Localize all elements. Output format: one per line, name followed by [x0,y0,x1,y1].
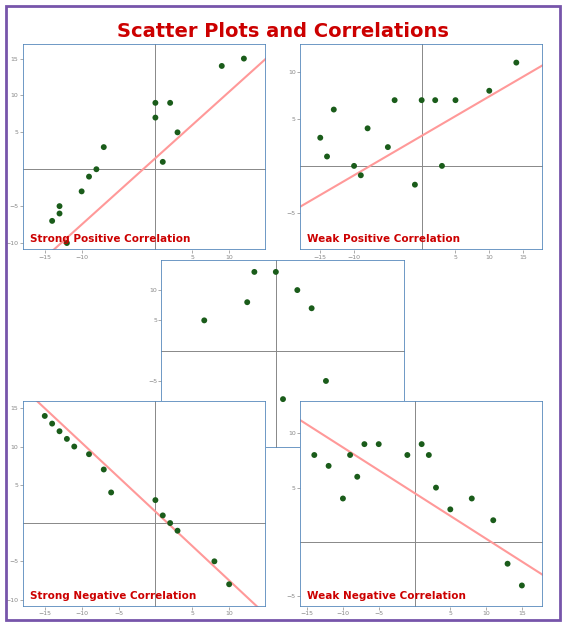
Point [353,472,362,482]
Point [158,157,168,167]
Bar [161,260,405,448]
Point [62,238,71,248]
Point [151,98,160,108]
Point [166,98,175,108]
Point [468,493,477,503]
Point [225,579,234,589]
Point [503,559,512,569]
Point [271,267,280,277]
Text: Strong Positive Correlation: Strong Positive Correlation [30,234,190,244]
Point [62,434,71,444]
Text: Weak Positive Correlation: Weak Positive Correlation [307,234,460,244]
Point [438,161,447,171]
Point [84,449,93,459]
Text: Strong Negative Correlation: Strong Negative Correlation [30,591,196,601]
Point [200,316,209,326]
Point [424,450,434,460]
Point [517,580,526,590]
Point [210,557,219,567]
Point [250,267,259,277]
Point [363,123,372,133]
Point [48,216,57,226]
Point [357,170,366,180]
Point [99,464,108,475]
Point [151,495,160,505]
Point [488,515,498,525]
Point [92,164,101,174]
Point [323,151,332,162]
Point [512,58,521,68]
Point [239,54,248,64]
Point [431,95,440,105]
Point [410,180,419,190]
Point [403,450,412,460]
Point [390,95,399,105]
Bar [23,44,266,250]
Point [40,411,49,421]
Point [173,526,182,536]
Point [310,450,319,460]
Text: No Correlation: No Correlation [169,432,255,442]
Point [316,133,325,143]
Point [431,483,440,493]
Point [70,441,79,451]
Point [84,172,93,182]
Point [336,406,345,416]
Point [324,461,333,471]
Point [329,105,338,115]
Point [173,127,182,137]
Bar [23,401,266,607]
Point [106,488,115,498]
Point [417,439,426,449]
Point [307,303,316,313]
Point [350,161,359,171]
Point [338,493,348,503]
Point [77,187,86,197]
Point [346,450,355,460]
Point [55,208,64,218]
Point [228,424,237,434]
Point [360,439,369,449]
Point [383,142,392,152]
Point [293,285,302,295]
Point [374,439,383,449]
Point [278,394,288,404]
Point [151,113,160,123]
Point [243,297,252,307]
Bar [300,44,543,250]
Point [48,419,57,429]
Point [217,61,226,71]
Point [55,426,64,436]
Point [158,510,168,520]
Bar [300,401,543,607]
Point [99,142,108,152]
Point [55,201,64,211]
Point [451,95,460,105]
Text: Weak Negative Correlation: Weak Negative Correlation [307,591,466,601]
Point [484,86,494,96]
Text: Scatter Plots and Correlations: Scatter Plots and Correlations [117,22,449,41]
Point [166,518,175,528]
Point [446,505,455,515]
Point [321,376,331,386]
Point [417,95,426,105]
